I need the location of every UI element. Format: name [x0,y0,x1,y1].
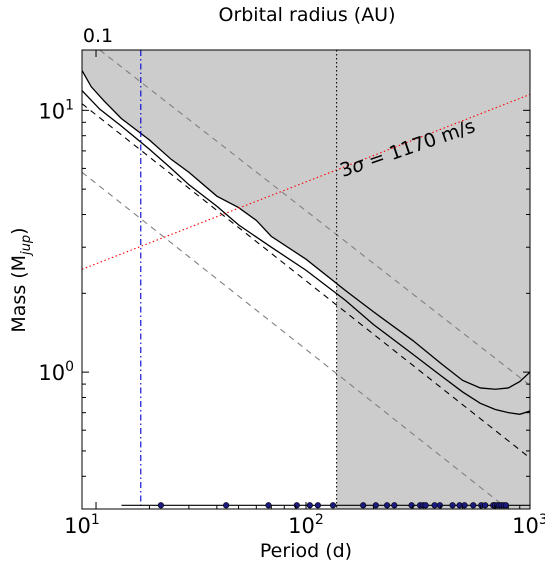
detection-point-17 [449,502,456,509]
detection-point-16 [436,502,443,509]
x-axis-title: Period (d) [260,540,352,562]
series-line-0 [82,70,530,390]
x-tick-label-100: 102 [288,512,324,538]
detection-point-20 [470,502,477,509]
detection-point-4 [306,502,313,509]
x-tick-label-10: 101 [64,512,100,538]
detection-point-10 [391,502,398,509]
series-line-2 [82,103,530,459]
series-line-4 [82,171,509,509]
detection-point-19 [461,502,468,509]
detection-point-7 [360,502,367,509]
detection-point-3 [293,502,300,509]
detection-point-6 [329,502,337,509]
detection-points [121,502,530,509]
top-tick-label: 0.1 [83,25,113,47]
x-tick-label-1000: 103 [512,512,545,538]
axis-ticks [81,50,531,510]
detection-point-15 [431,502,438,509]
y-tick-label-10: 101 [38,97,74,123]
detection-point-22 [482,502,489,509]
series-line-5 [82,93,530,270]
plot-area [82,50,530,509]
excluded-region-shading [82,50,530,509]
series-line-3 [99,50,530,386]
detection-point-14 [422,502,429,509]
series-group [82,50,530,509]
detection-point-0 [157,502,164,509]
detection-point-5 [314,502,321,509]
detection-point-2 [265,502,272,509]
detection-point-9 [383,502,391,509]
detection-point-1 [223,502,230,509]
top-axis-title: Orbital radius (AU) [218,4,395,26]
detection-point-11 [408,502,415,509]
series-line-1 [82,90,530,415]
y-tick-label-1: 100 [38,359,74,385]
y-axis-title: Mass (Mjup) [8,227,34,332]
